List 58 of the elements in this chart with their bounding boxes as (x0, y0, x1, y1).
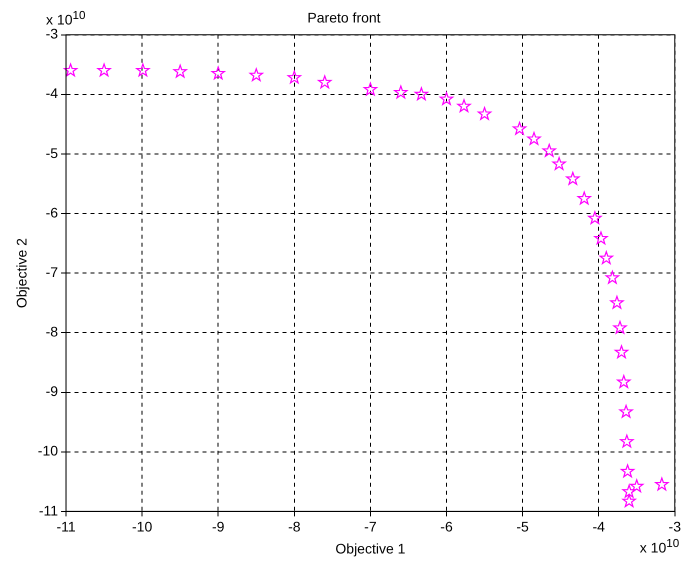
point (512, 122, 526, 135)
point (622, 494, 636, 508)
point (610, 296, 624, 309)
point (594, 231, 608, 244)
point (364, 82, 378, 96)
y-tick-label: -3 (46, 26, 58, 42)
text: x 10$^{10}$ (46, 8, 86, 28)
point (622, 484, 636, 498)
point (600, 251, 614, 264)
point (619, 404, 633, 418)
x-tick-label: -9 (212, 518, 225, 535)
x-tick-label: -10 (132, 518, 152, 535)
point (211, 66, 225, 80)
point (588, 211, 602, 224)
y-tick-label: -9 (46, 383, 58, 400)
point (414, 87, 428, 100)
point (617, 375, 631, 388)
x-tick-label: -11 (56, 518, 76, 535)
y-axis-title: Objective 2 (13, 238, 30, 308)
point (64, 63, 78, 76)
chart-title: Pareto front (307, 9, 381, 26)
y-tick-label: -6 (46, 204, 58, 220)
x-tick-label: -3 (668, 518, 682, 535)
y-tick-label: -11 (38, 502, 58, 518)
text: x 10$^{10}$ (640, 537, 680, 556)
x-tick-label: -5 (516, 518, 530, 535)
point (606, 270, 620, 284)
point (566, 172, 580, 185)
point (97, 63, 111, 76)
point (457, 99, 471, 112)
point (478, 106, 492, 120)
point (630, 479, 644, 492)
point (620, 464, 634, 478)
point (620, 434, 634, 448)
point (288, 70, 302, 84)
point (614, 345, 628, 358)
point (173, 64, 187, 78)
point (440, 92, 454, 105)
y-tick-label: -4 (46, 85, 58, 102)
x-tick-label: -6 (440, 518, 453, 535)
point (249, 68, 264, 82)
point (613, 320, 627, 334)
x-tick-label: -7 (364, 518, 377, 535)
point (542, 144, 556, 157)
point (577, 192, 592, 204)
point (527, 132, 541, 145)
y-tick-label: -5 (46, 144, 58, 161)
point (655, 477, 669, 490)
x-tick-label: -4 (592, 518, 606, 535)
point (394, 85, 408, 98)
y-tick-label: -8 (46, 324, 58, 340)
y-tick-label: -7 (46, 264, 58, 280)
x-tick-label: -8 (288, 518, 301, 535)
x-axis-title: Objective 1 (335, 540, 406, 556)
point (136, 63, 150, 76)
point (552, 156, 566, 170)
y-tick-label: -10 (38, 442, 58, 459)
point (318, 75, 332, 88)
